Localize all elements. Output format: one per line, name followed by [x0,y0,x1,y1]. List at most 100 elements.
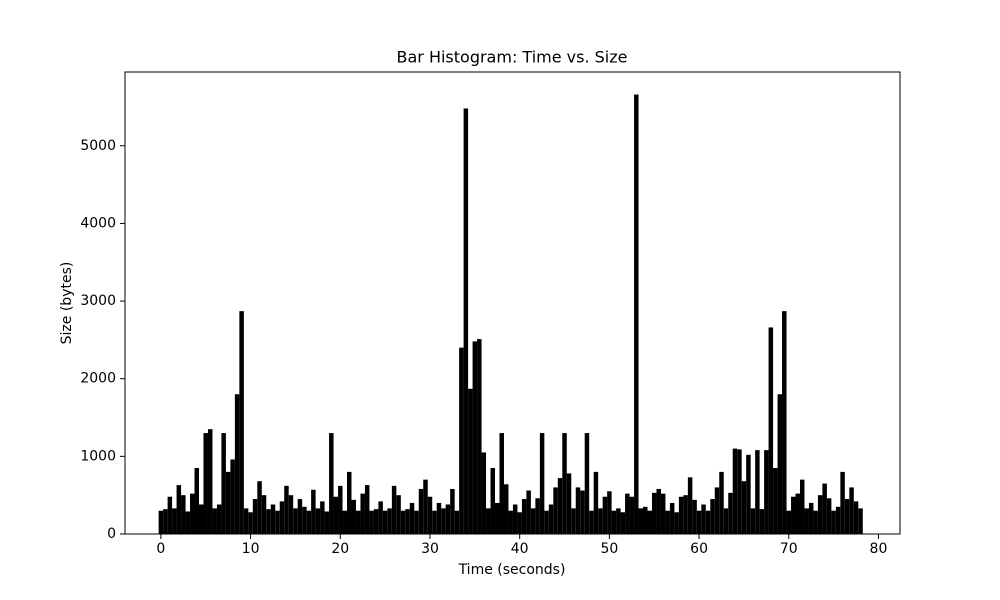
bar [732,448,738,534]
bar [808,502,814,534]
bar [602,496,608,534]
bar [338,485,343,534]
bar [651,492,657,534]
bar [669,502,675,534]
bar [835,506,841,534]
bar [261,495,267,534]
bar [257,481,262,534]
bar [764,450,769,534]
bar [773,468,778,534]
bar [306,510,312,534]
bar [302,506,307,534]
bar [786,510,792,534]
x-tick-label: 10 [242,541,260,557]
bar [459,347,464,534]
bar [441,508,446,534]
bar [517,512,522,534]
y-tick-label: 3000 [80,293,116,309]
bar [638,508,644,534]
bar [503,484,509,534]
x-tick-label: 0 [156,541,165,557]
bar [701,504,706,534]
bar [468,388,473,534]
plot-frame [124,71,901,535]
bar [616,508,621,534]
bar [795,493,800,534]
bar [526,490,531,534]
bar [692,499,697,534]
x-tick-label: 20 [331,541,349,557]
bar [512,504,518,534]
bar [768,327,774,534]
bar [396,495,401,534]
bar [248,512,253,534]
bar [553,487,558,534]
x-axis-label: Time (seconds) [458,562,566,578]
bar [351,499,356,534]
bar [611,510,617,534]
bar [243,508,249,534]
bar [378,501,383,534]
bar [858,508,863,534]
bar [207,429,213,534]
bar [719,471,724,534]
bar [490,468,496,534]
bar [230,459,235,534]
y-tick-label: 0 [107,526,116,542]
bar [181,495,186,534]
bar [427,496,433,534]
bar [347,471,352,534]
bar [598,508,603,534]
bar [176,485,182,534]
bar [777,394,783,534]
bar [311,489,316,534]
bar [288,495,294,534]
bar [355,510,361,534]
bar [432,510,437,534]
bar [391,485,397,534]
bar [844,499,850,534]
bar [329,433,334,534]
bar [746,454,751,534]
bar [163,509,168,534]
bar [728,492,733,534]
x-tick-label: 30 [421,541,439,557]
bar [158,510,164,534]
chart-title: Bar Histogram: Time vs. Size [397,48,628,67]
bar [436,502,442,534]
bar [387,508,392,534]
bar [190,493,195,534]
bar [696,510,702,534]
bar [185,511,191,534]
bar [252,499,258,534]
bar [477,339,482,534]
bar [759,509,765,534]
y-tick-label: 1000 [80,448,116,464]
bar [607,491,612,534]
bar [822,483,827,534]
bar [557,478,563,534]
bar [629,496,635,534]
bar [562,433,567,534]
bar [755,450,760,534]
bar [382,510,388,534]
bar [539,433,545,534]
bar [199,504,204,534]
bar [333,496,339,534]
bar [221,433,226,534]
x-tick-label: 50 [600,541,618,557]
bar [849,487,854,534]
bar [405,509,410,534]
bar [750,508,756,534]
bar [710,499,715,534]
bar [495,502,500,534]
bar [499,433,504,534]
bar [548,504,554,534]
bar [445,504,451,534]
bar [320,501,325,534]
bar [172,508,177,534]
bar [853,501,859,534]
bar [454,510,460,534]
bar [634,94,639,535]
bar [705,510,711,534]
